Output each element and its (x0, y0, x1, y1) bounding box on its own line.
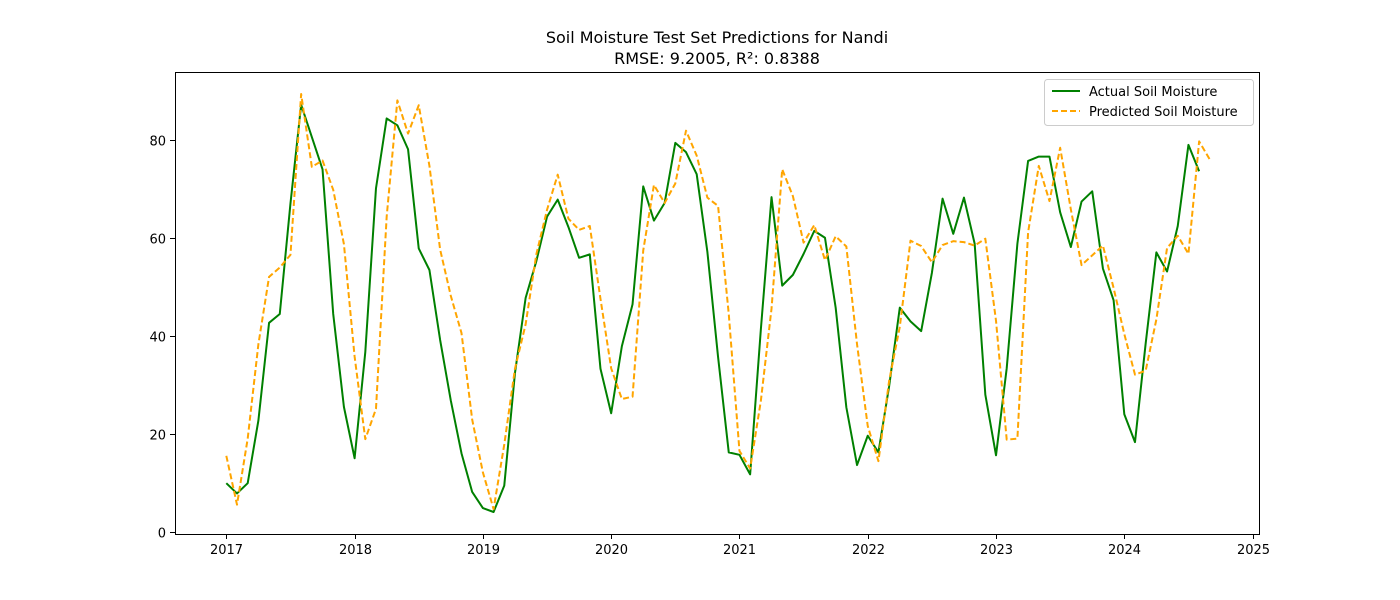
x-tick-label: 2023 (980, 543, 1013, 558)
y-tick-label: 20 (149, 429, 166, 444)
x-tick-label: 2024 (1108, 543, 1141, 558)
x-tick-label: 2025 (1237, 543, 1270, 558)
series-line-predicted (225, 93, 1211, 511)
y-tick-label: 60 (149, 233, 166, 248)
y-axis: 0 20 40 60 80 (149, 135, 175, 542)
x-tick-label: 2022 (852, 543, 885, 558)
series-lines (225, 93, 1211, 513)
chart-title: Soil Moisture Test Set Predictions for N… (546, 28, 888, 47)
legend: Actual Soil Moisture Predicted Soil Mois… (1044, 79, 1254, 126)
x-axis: 2017 2018 2019 2020 2021 2022 2023 2024 2025 (210, 534, 1270, 558)
x-tick-label: 2018 (339, 543, 372, 558)
legend-label-actual: Actual Soil Moisture (1089, 85, 1217, 100)
plot-frame (175, 72, 1260, 535)
series-line-actual (225, 103, 1201, 513)
x-tick-label: 2019 (467, 543, 500, 558)
legend-box (1044, 79, 1254, 126)
y-tick-label: 0 (158, 527, 166, 542)
x-tick-label: 2017 (210, 543, 243, 558)
x-tick-label: 2020 (595, 543, 628, 558)
legend-label-predicted: Predicted Soil Moisture (1089, 105, 1238, 120)
x-tick-label: 2021 (723, 543, 756, 558)
y-tick-label: 40 (149, 331, 166, 346)
chart-subtitle: RMSE: 9.2005, R²: 0.8388 (614, 49, 820, 68)
y-tick-label: 80 (149, 135, 166, 150)
